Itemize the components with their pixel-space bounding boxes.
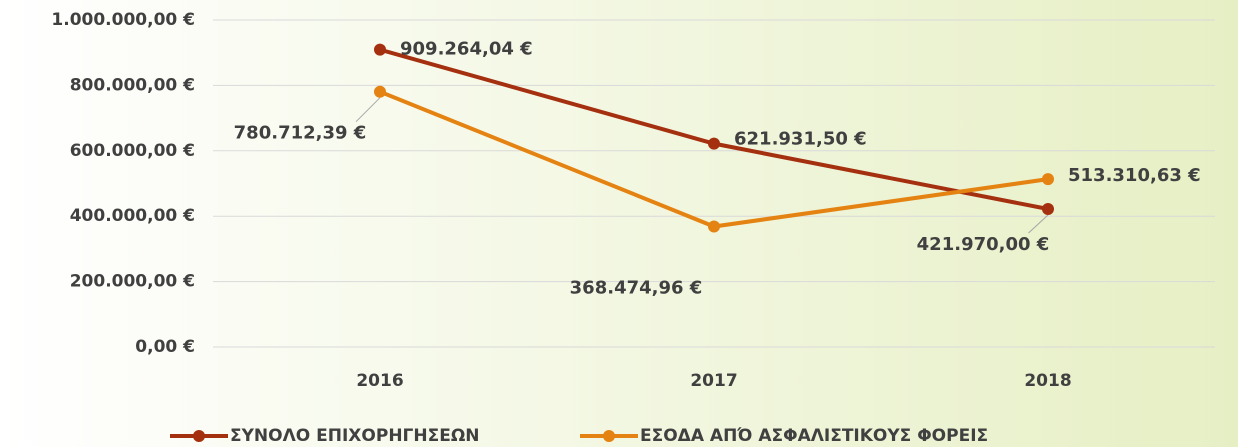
data-label: 909.264,04 €	[400, 39, 533, 60]
data-point	[1042, 173, 1054, 186]
y-tick-label: 0,00 €	[135, 337, 195, 357]
data-point	[1042, 203, 1054, 216]
data-label: 780.712,39 €	[234, 123, 367, 144]
legend-label: ΣΥΝΟΛΟ ΕΠΙΧΟΡΗΓΗΣΕΩΝ	[230, 426, 480, 446]
data-point	[374, 43, 386, 56]
data-point	[708, 220, 720, 233]
y-tick-label: 1.000.000,00 €	[51, 10, 195, 30]
data-point	[708, 137, 720, 150]
leader-line	[1028, 214, 1049, 234]
y-tick-label: 200.000,00 €	[70, 272, 195, 292]
x-tick-label: 2016	[356, 371, 403, 391]
legend-label: ΕΣΟΔΑ ΑΠΌ ΑΣΦΑΛΙΣΤΙΚΟΥΣ ΦΟΡΕΙΣ	[640, 426, 988, 446]
data-label: 513.310,63 €	[1068, 165, 1201, 186]
data-label: 368.474,96 €	[570, 278, 703, 299]
y-tick-label: 400.000,00 €	[70, 206, 195, 226]
data-point	[374, 85, 386, 98]
x-tick-label: 2017	[690, 371, 737, 391]
leader-line	[355, 97, 381, 123]
legend-dot	[193, 430, 205, 442]
data-label: 421.970,00 €	[917, 234, 1050, 255]
y-tick-label: 800.000,00 €	[70, 75, 195, 95]
data-label: 621.931,50 €	[734, 129, 867, 150]
x-tick-label: 2018	[1024, 371, 1071, 391]
y-tick-label: 600.000,00 €	[70, 141, 195, 161]
legend-dot	[603, 430, 615, 442]
